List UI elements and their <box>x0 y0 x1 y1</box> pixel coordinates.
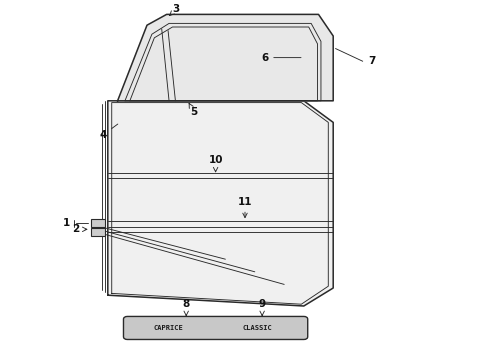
Text: 5: 5 <box>189 103 197 117</box>
Text: 4: 4 <box>99 124 118 140</box>
FancyBboxPatch shape <box>91 219 105 227</box>
Text: CAPRICE: CAPRICE <box>154 325 184 331</box>
Text: 3: 3 <box>170 4 180 15</box>
FancyBboxPatch shape <box>91 228 105 236</box>
Text: 6: 6 <box>261 53 301 63</box>
Text: 2: 2 <box>73 224 87 234</box>
Text: 10: 10 <box>208 155 223 172</box>
Polygon shape <box>118 14 333 101</box>
Text: 8: 8 <box>183 299 190 316</box>
Text: 9: 9 <box>259 299 266 316</box>
Text: 1: 1 <box>63 218 70 228</box>
Polygon shape <box>108 101 333 306</box>
Text: 11: 11 <box>238 197 252 217</box>
FancyBboxPatch shape <box>123 316 308 339</box>
Text: CLASSIC: CLASSIC <box>242 325 272 331</box>
Text: 7: 7 <box>368 56 376 66</box>
